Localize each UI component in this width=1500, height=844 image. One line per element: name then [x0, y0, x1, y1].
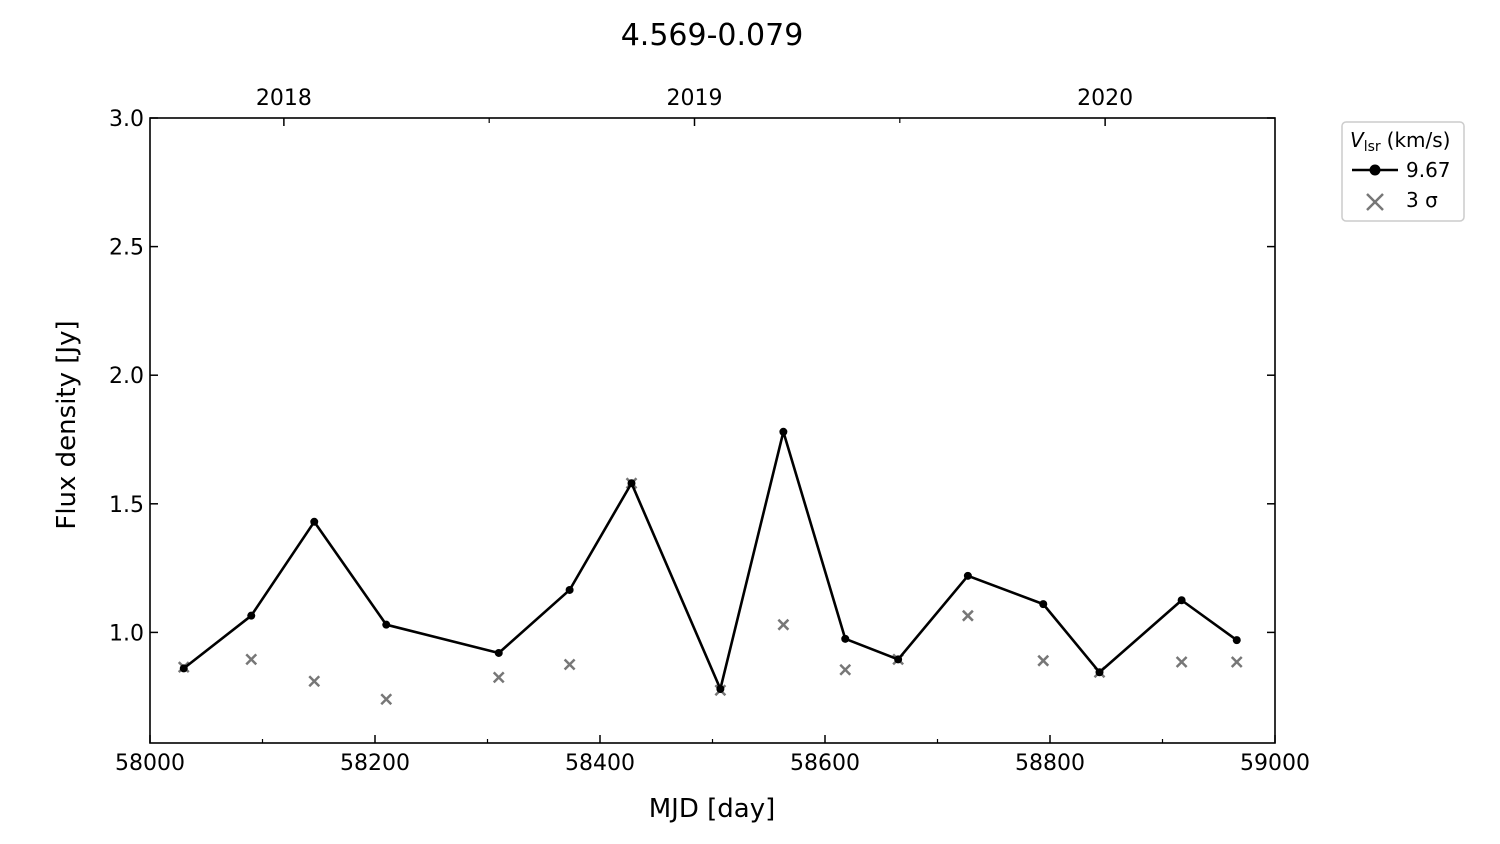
- sigma-marker: [839, 663, 852, 676]
- y-tick-label: 2.5: [109, 236, 144, 261]
- data-point: [247, 611, 256, 620]
- data-point: [779, 427, 788, 436]
- top-tick-label: 2019: [667, 86, 723, 111]
- sigma-marker: [563, 658, 576, 671]
- data-point: [1232, 636, 1241, 645]
- sigma-marker: [961, 609, 974, 622]
- plot-frame: [149, 117, 1276, 744]
- sigma-marker: [1037, 654, 1050, 667]
- data-point: [894, 655, 903, 664]
- legend-title-unit: (km/s): [1387, 128, 1451, 152]
- series-line-9.67: [182, 430, 1238, 691]
- data-point: [841, 634, 850, 643]
- data-point: [627, 479, 636, 488]
- legend-title-main: V: [1350, 128, 1365, 152]
- sigma-marker: [245, 653, 258, 666]
- y-tick-label: 1.5: [109, 493, 144, 518]
- legend-title-sub: lsr: [1364, 139, 1381, 155]
- x-tick-label: 58000: [115, 751, 185, 776]
- sigma-marker: [492, 671, 505, 684]
- data-point: [382, 620, 391, 629]
- legend: Vlsr (km/s) 9.67 3 σ: [1341, 121, 1465, 222]
- sigma-marker: [308, 675, 321, 688]
- y-tick-label: 2.0: [109, 364, 144, 389]
- x-tick-label: 58200: [340, 751, 410, 776]
- data-point: [1177, 596, 1186, 605]
- y-axis-ticks: 1.0 1.5 2.0 2.5 3.0: [109, 107, 1275, 646]
- data-point: [310, 517, 319, 526]
- data-point: [494, 648, 503, 657]
- data-point: [963, 571, 972, 580]
- x-tick-label: 58400: [565, 751, 635, 776]
- legend-marker-circle: [1369, 164, 1381, 176]
- data-point: [716, 684, 725, 693]
- data-point: [1039, 600, 1048, 609]
- sigma-marker: [380, 693, 393, 706]
- series-layer: [177, 427, 1243, 706]
- data-point: [179, 664, 188, 673]
- data-point: [565, 585, 574, 594]
- legend-title: Vlsr (km/s): [1350, 128, 1450, 155]
- x-tick-label: 59000: [1240, 751, 1310, 776]
- x-tick-label: 58800: [1015, 751, 1085, 776]
- top-axis-ticks: 2018 2019 2020: [256, 86, 1133, 126]
- legend-entry-label: 3 σ: [1406, 188, 1438, 212]
- y-tick-label: 3.0: [109, 107, 144, 132]
- x-tick-label: 58600: [790, 751, 860, 776]
- top-tick-label: 2018: [256, 86, 312, 111]
- x-axis-ticks: 58000 58200 58400 58600 58800 59000: [115, 735, 1310, 776]
- sigma-marker: [777, 618, 790, 631]
- sigma-marker: [1175, 656, 1188, 668]
- chart-title: 4.569-0.079: [621, 18, 804, 53]
- legend-box: [1341, 121, 1465, 222]
- y-axis-label: Flux density [Jy]: [52, 320, 82, 529]
- data-point: [1095, 668, 1104, 677]
- x-axis-label: MJD [day]: [649, 794, 776, 824]
- sigma-marker: [1230, 656, 1243, 668]
- legend-entry-label: 9.67: [1406, 158, 1451, 182]
- legend-marker-x: [1366, 193, 1384, 211]
- top-tick-label: 2020: [1077, 86, 1133, 111]
- y-tick-label: 1.0: [109, 621, 144, 646]
